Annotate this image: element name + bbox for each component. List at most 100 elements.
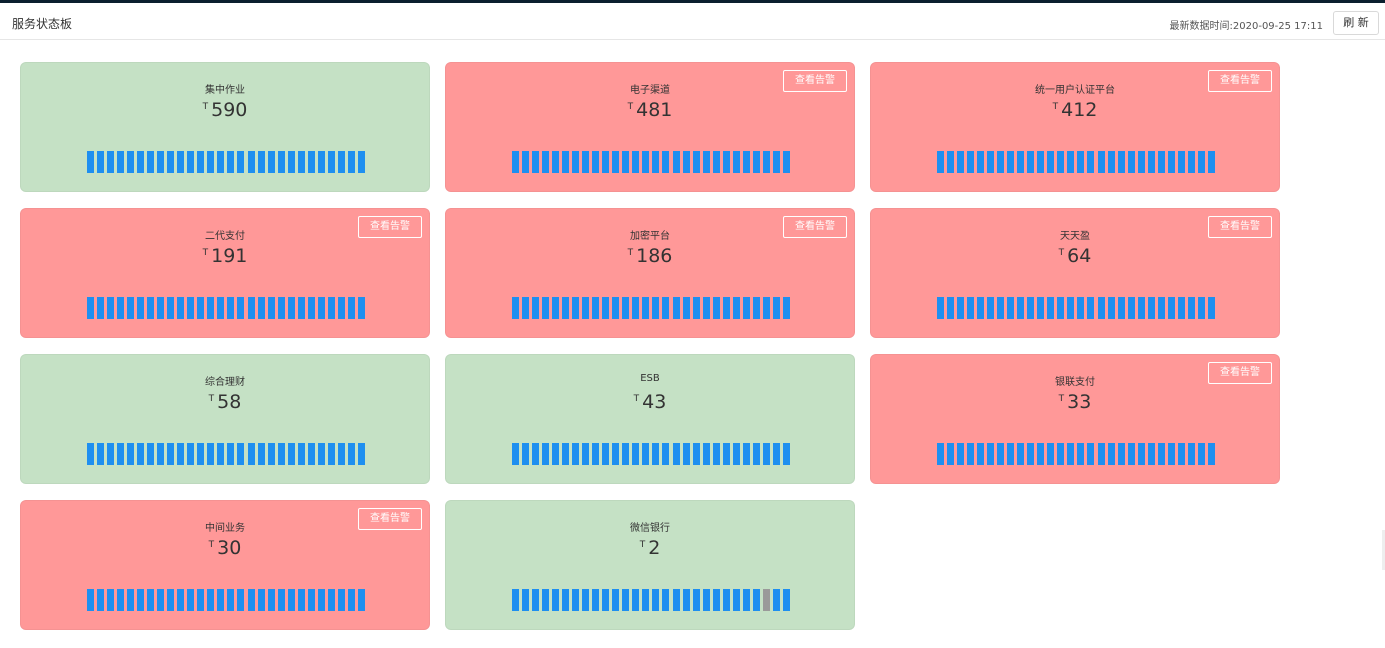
service-name: 天天盈	[1060, 231, 1090, 242]
status-bar	[592, 297, 600, 319]
status-bar	[297, 443, 305, 465]
status-bar	[692, 297, 700, 319]
status-bar	[1037, 443, 1045, 465]
status-bar	[957, 443, 965, 465]
service-name: 集中作业	[205, 85, 245, 96]
view-alarm-button[interactable]: 查看告警	[783, 70, 847, 92]
status-bar	[1137, 151, 1145, 173]
status-bar	[552, 297, 560, 319]
status-bar	[967, 297, 975, 319]
status-bar	[1157, 151, 1165, 173]
status-bar	[652, 297, 660, 319]
value-number: 43	[642, 391, 667, 413]
status-bar	[762, 589, 770, 611]
service-value: T 590	[21, 99, 429, 121]
status-bar	[117, 443, 125, 465]
status-bar	[512, 297, 519, 319]
status-bar	[1047, 443, 1055, 465]
status-bar	[1187, 443, 1195, 465]
status-bar	[1147, 151, 1155, 173]
status-bar-strip	[87, 297, 365, 319]
service-value: T 481	[446, 99, 854, 121]
status-bar	[582, 297, 590, 319]
status-bar	[117, 589, 125, 611]
status-bar	[542, 151, 550, 173]
value-prefix: T	[627, 102, 634, 112]
status-bar	[532, 589, 540, 611]
status-bar	[337, 443, 345, 465]
value-prefix: T	[1058, 248, 1065, 258]
status-bar	[137, 589, 145, 611]
view-alarm-button[interactable]: 查看告警	[358, 508, 422, 530]
status-bar	[247, 443, 255, 465]
status-bar-strip	[937, 297, 1215, 319]
view-alarm-button[interactable]: 查看告警	[358, 216, 422, 238]
view-alarm-button[interactable]: 查看告警	[783, 216, 847, 238]
status-bar	[752, 589, 760, 611]
service-card: 综合理财 T 58	[20, 354, 430, 484]
status-bar	[257, 589, 265, 611]
status-bar	[1087, 151, 1095, 173]
view-alarm-button[interactable]: 查看告警	[1208, 362, 1272, 384]
status-bar	[752, 297, 760, 319]
status-bar	[357, 297, 365, 319]
view-alarm-button[interactable]: 查看告警	[1208, 216, 1272, 238]
status-bar	[1197, 297, 1205, 319]
service-value: T 412	[871, 99, 1279, 121]
status-bar	[702, 151, 710, 173]
status-bar	[662, 589, 670, 611]
status-bar	[157, 589, 165, 611]
status-bar	[1147, 443, 1155, 465]
status-bar	[562, 443, 570, 465]
status-bar	[772, 297, 780, 319]
status-bar	[542, 443, 550, 465]
value-number: 33	[1067, 391, 1092, 413]
status-bar	[742, 151, 750, 173]
status-bar	[127, 589, 135, 611]
status-bar	[207, 297, 215, 319]
status-bar	[1057, 297, 1065, 319]
status-bar	[147, 151, 155, 173]
status-bar	[977, 443, 985, 465]
service-name: 综合理财	[205, 377, 245, 388]
value-number: 58	[217, 391, 242, 413]
status-bar	[1177, 443, 1185, 465]
status-bar	[722, 297, 730, 319]
status-bar	[277, 297, 285, 319]
status-bar	[622, 297, 630, 319]
status-bar	[1037, 151, 1045, 173]
status-bar	[532, 443, 540, 465]
status-bar	[167, 151, 175, 173]
value-prefix: T	[202, 248, 209, 258]
service-card: 银联支付 T 33 查看告警	[870, 354, 1280, 484]
status-bar	[357, 151, 365, 173]
status-bar	[157, 297, 165, 319]
status-bar	[1107, 297, 1115, 319]
last-update-timestamp: 最新数据时间:2020-09-25 17:11	[1169, 21, 1323, 32]
status-bar	[337, 151, 345, 173]
view-alarm-button[interactable]: 查看告警	[1208, 70, 1272, 92]
status-bar	[532, 297, 540, 319]
status-bar	[317, 151, 325, 173]
status-bar	[1157, 443, 1165, 465]
status-bar	[117, 297, 125, 319]
status-bar	[957, 297, 965, 319]
status-bar	[732, 151, 740, 173]
status-bar	[762, 151, 770, 173]
service-card: 天天盈 T 64 查看告警	[870, 208, 1280, 338]
status-bar	[1187, 151, 1195, 173]
value-prefix: T	[208, 394, 215, 404]
status-bar	[742, 589, 750, 611]
status-bar	[1017, 443, 1025, 465]
status-bar	[197, 589, 205, 611]
status-bar	[337, 589, 345, 611]
status-bar	[937, 443, 944, 465]
status-bar	[947, 297, 955, 319]
status-bar	[782, 151, 790, 173]
status-bar	[702, 443, 710, 465]
status-bar	[672, 589, 680, 611]
value-prefix: T	[1052, 102, 1059, 112]
status-bar	[1037, 297, 1045, 319]
refresh-button[interactable]: 刷 新	[1333, 11, 1379, 35]
status-bar	[652, 589, 660, 611]
